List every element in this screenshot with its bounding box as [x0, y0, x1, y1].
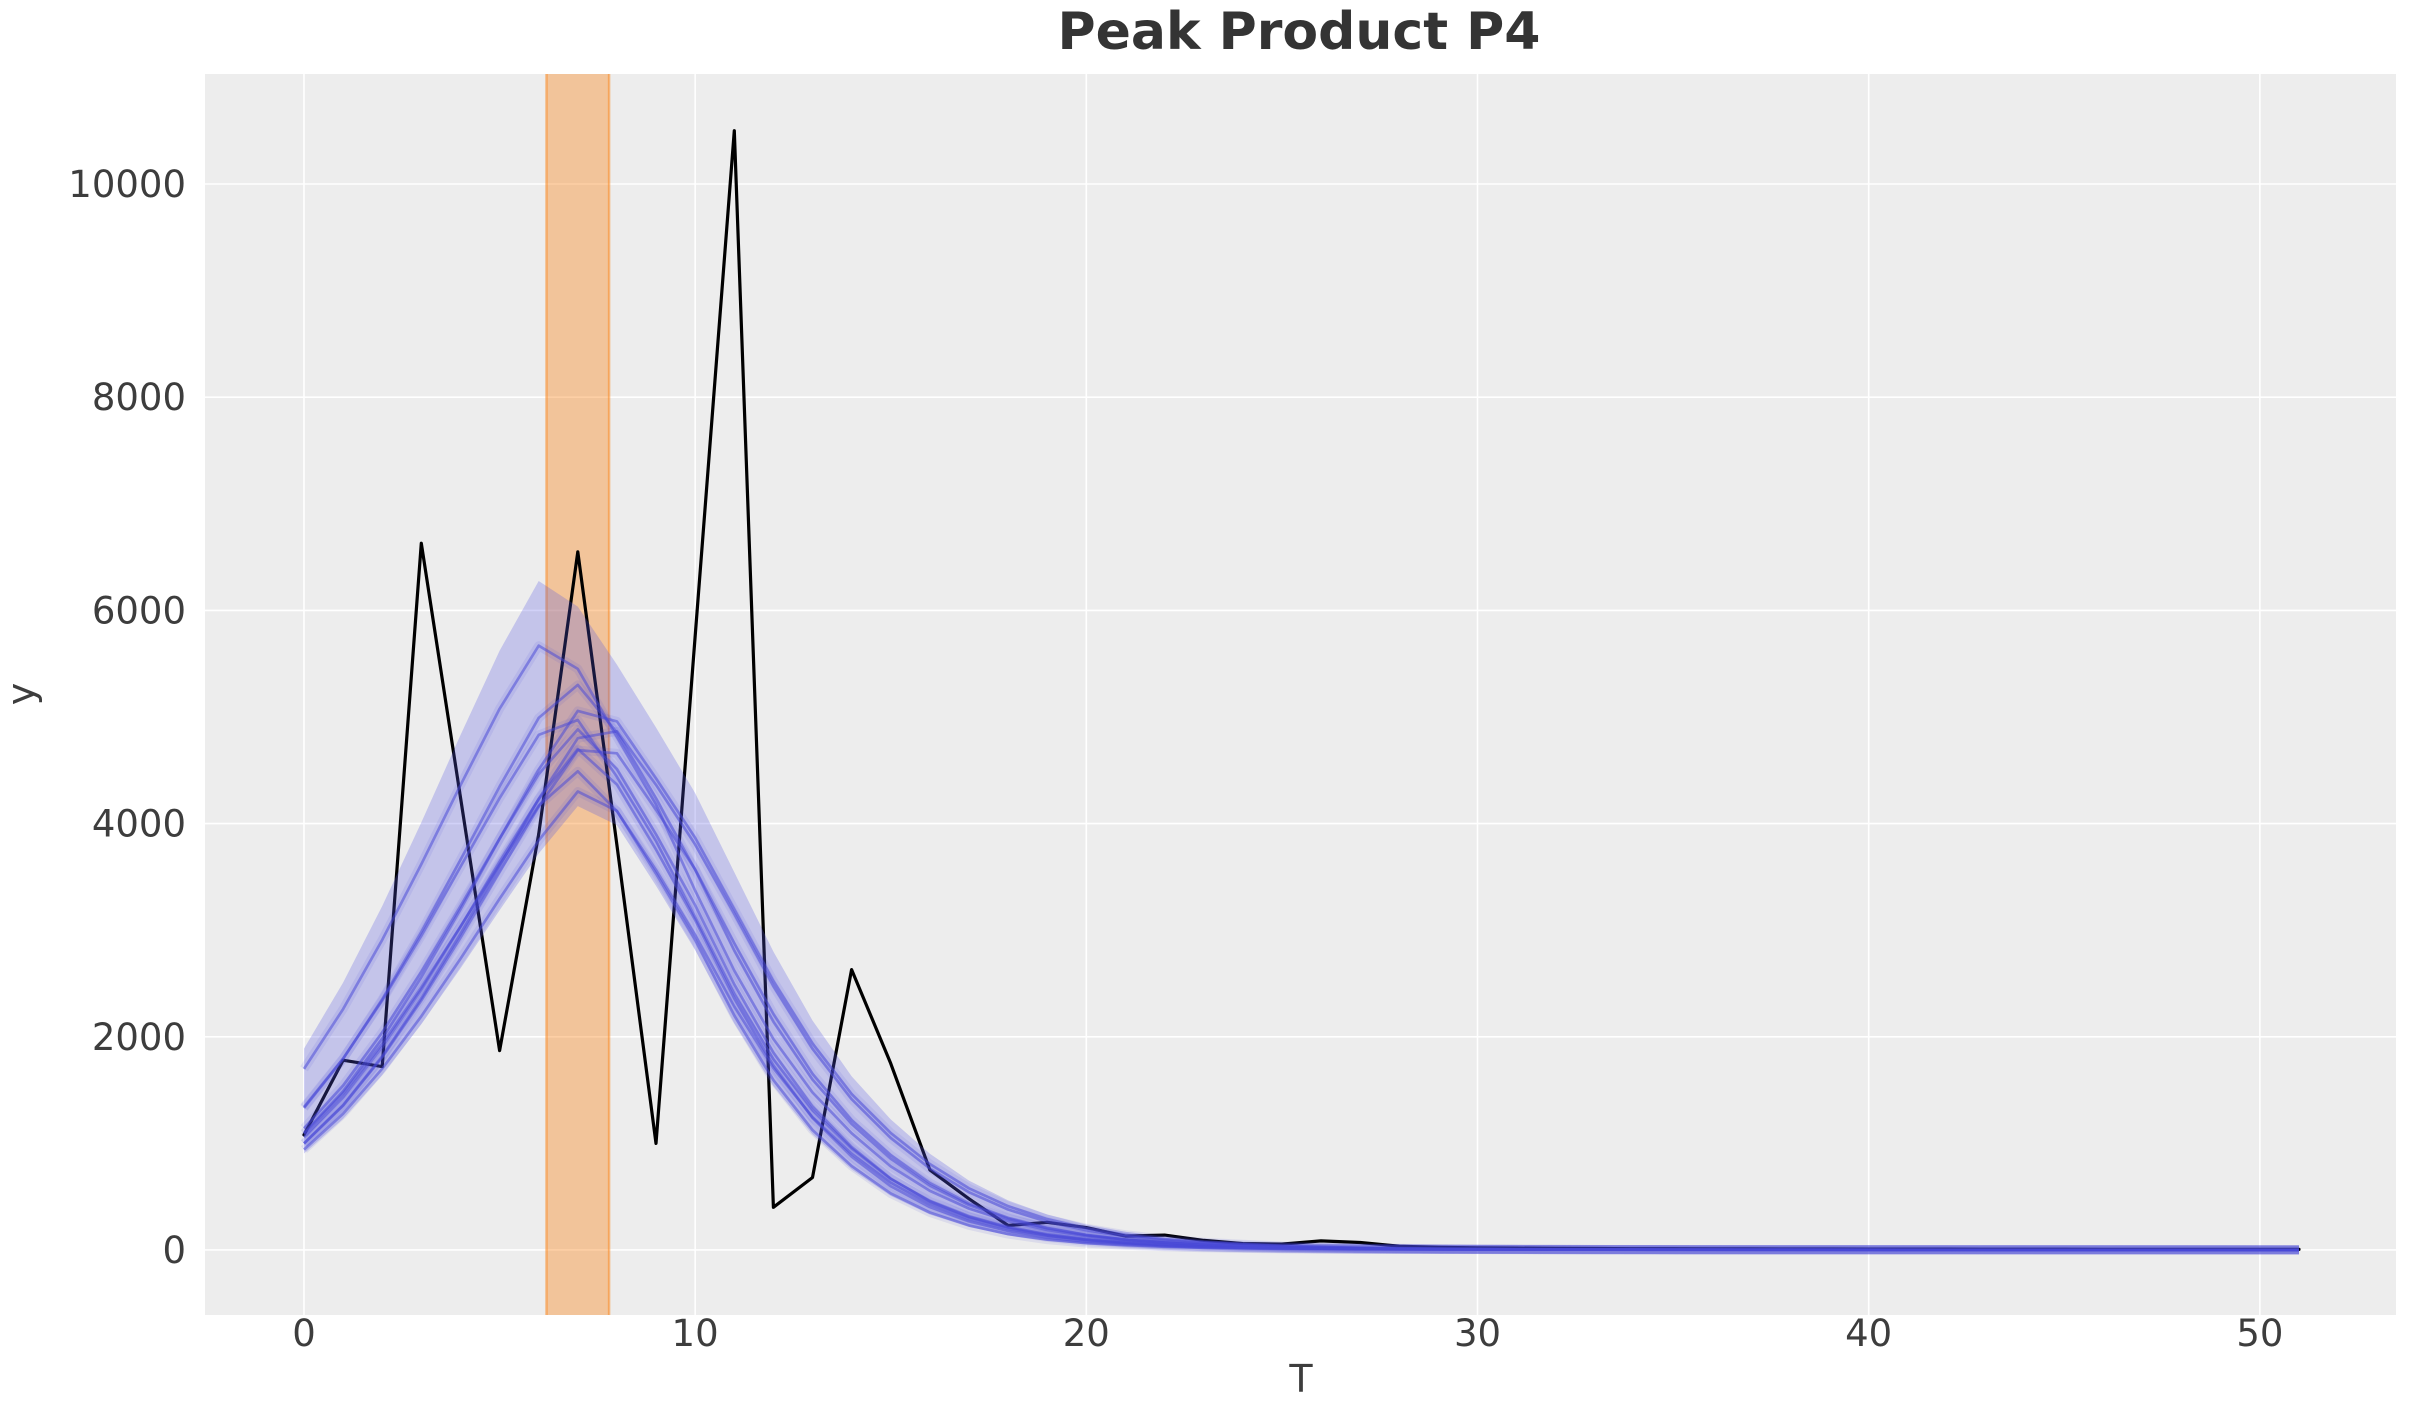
y-tick-label: 4000: [92, 803, 186, 846]
y-tick-label: 10000: [68, 163, 186, 206]
y-tick-label: 8000: [92, 376, 186, 419]
posterior-sample-line: [303, 790, 2299, 1252]
y-tick-label: 6000: [92, 589, 186, 632]
x-tick-label: 0: [292, 1312, 316, 1355]
plot-background: [205, 74, 2396, 1315]
x-axis-label: T: [1288, 1357, 1313, 1401]
y-tick-label: 2000: [92, 1016, 186, 1059]
x-tick-label: 50: [2236, 1312, 2283, 1355]
chart-title: Peak Product P4: [1058, 2, 1541, 62]
x-tick-label: 20: [1063, 1312, 1110, 1355]
x-tick-label: 10: [672, 1312, 719, 1355]
y-axis-label: y: [0, 683, 43, 706]
plot-area: 0 10 20 30 40 50 0 2000 4000 6000 8000 10000: [68, 74, 2396, 1355]
x-tick-label: 40: [1845, 1312, 1892, 1355]
x-tick-label: 30: [1454, 1312, 1501, 1355]
y-tick-label: 0: [162, 1229, 186, 1272]
posterior-envelope: [304, 581, 2299, 1251]
